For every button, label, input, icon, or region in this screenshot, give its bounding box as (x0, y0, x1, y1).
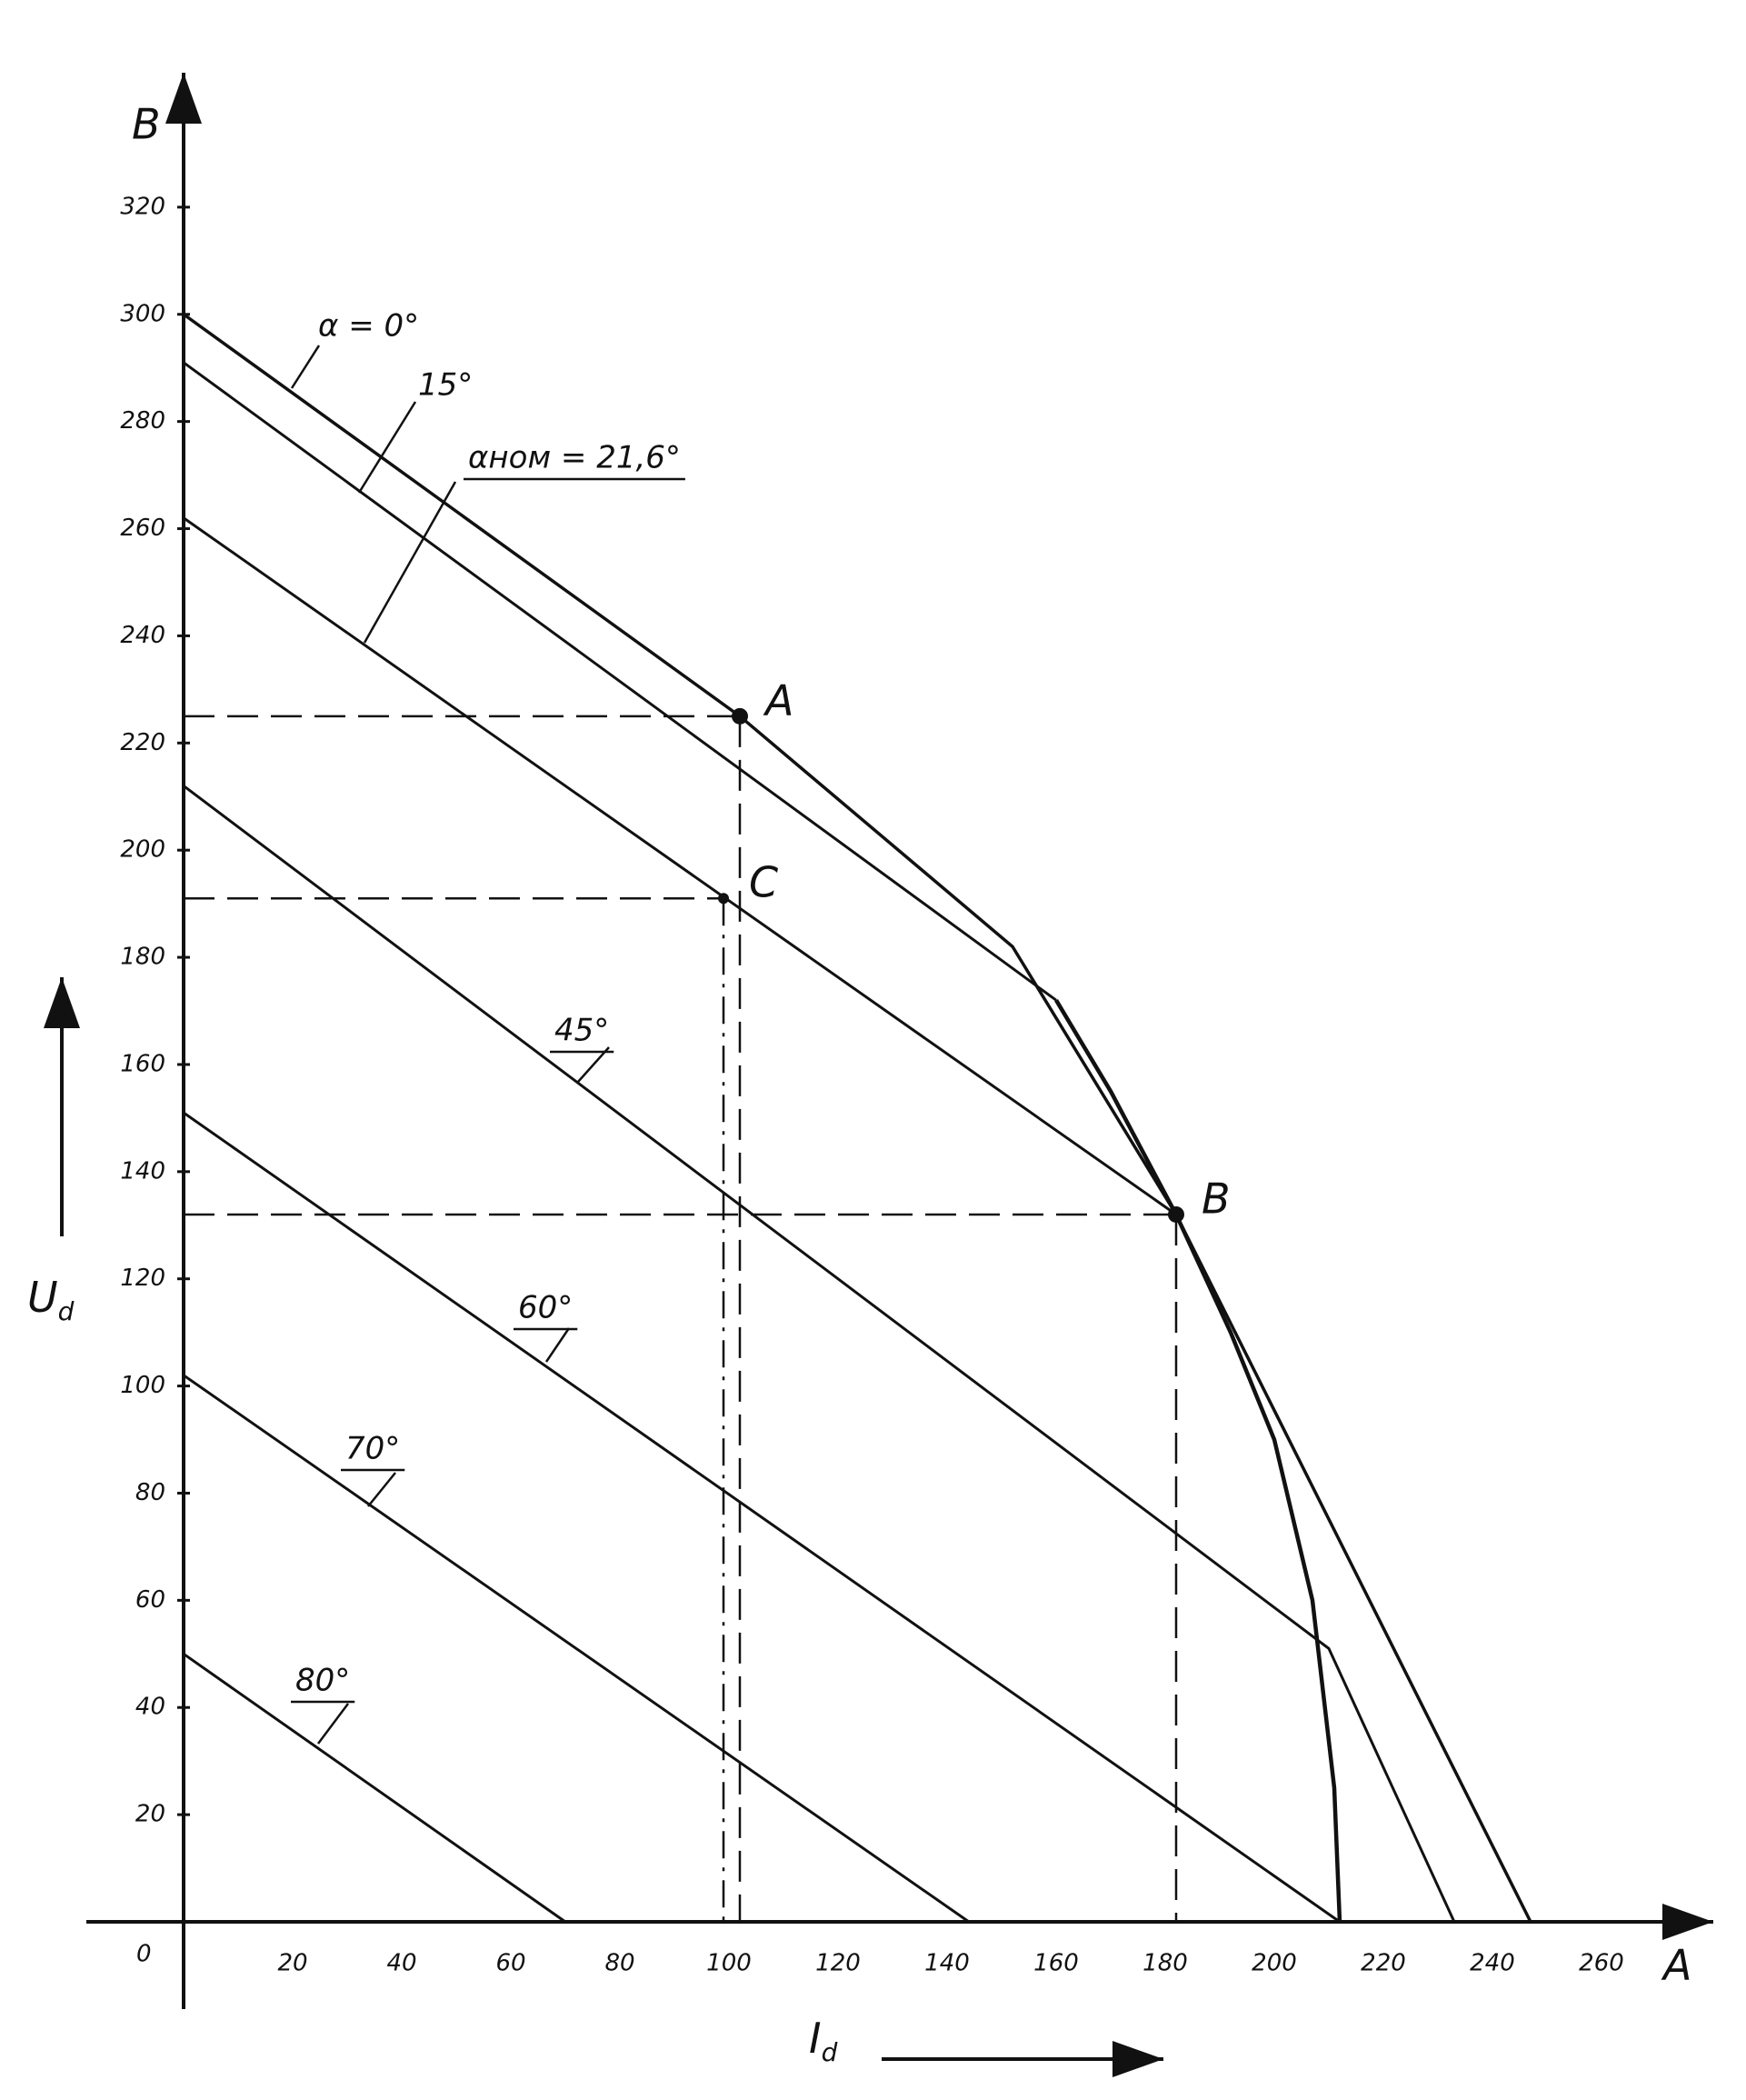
x-tick-label: 240 (1470, 1950, 1515, 1977)
x-tick-label: 180 (1142, 1950, 1188, 1977)
y-tick-label: 300 (120, 300, 165, 327)
y-tick-label: 260 (120, 515, 165, 542)
y-tick-label: 200 (120, 836, 165, 864)
label-leader (363, 481, 457, 644)
x-tick-label: 20 (277, 1950, 307, 1977)
y-unit: B (132, 100, 161, 149)
y-tick-label: 120 (120, 1265, 165, 1292)
label-leader (357, 401, 417, 494)
point (1168, 1205, 1184, 1223)
boundary-curve (1054, 999, 1342, 1923)
y-tick-label: 160 (120, 1050, 165, 1077)
x-label: Id (809, 2014, 838, 2068)
series-label: αном = 21,6° (468, 440, 681, 476)
x-tick-label: 40 (386, 1950, 416, 1977)
point (732, 707, 748, 725)
y-tick-label: 140 (120, 1157, 165, 1185)
y-tick-label: 280 (120, 407, 165, 435)
label-leader (367, 1472, 396, 1507)
y-tick-label: 220 (120, 729, 165, 756)
label-leader (577, 1046, 610, 1083)
series-line (183, 516, 1177, 1216)
x-tick-label: 200 (1252, 1950, 1297, 1977)
point-label: B (1202, 1174, 1231, 1223)
y-tick-label: 60 (135, 1586, 165, 1614)
x-tick-label: 220 (1361, 1950, 1406, 1977)
label-leader (317, 1703, 349, 1745)
series-line (182, 313, 1532, 1923)
y-label: Ud (27, 1273, 75, 1327)
y-tick-label: 80 (135, 1479, 165, 1506)
series-label: 45° (554, 1013, 609, 1049)
series-line (183, 361, 1057, 1002)
y-tick-label: 40 (135, 1694, 165, 1721)
x-unit: A (1661, 1941, 1691, 1990)
x-tick-label: 260 (1579, 1950, 1624, 1977)
series-label: α = 0° (318, 308, 419, 345)
series-label: 15° (418, 367, 473, 404)
y-tick-label: 320 (120, 193, 165, 220)
series-label: 60° (518, 1290, 573, 1326)
x-tick-label: 160 (1033, 1950, 1079, 1977)
series-line (183, 1111, 1341, 1924)
label-leader (544, 1327, 571, 1363)
y-tick-label: 100 (120, 1372, 165, 1399)
x-tick-label: 80 (604, 1950, 634, 1977)
origin-label: 0 (136, 1941, 152, 1968)
x-tick-label: 140 (924, 1950, 970, 1977)
x-tick-label: 120 (815, 1950, 861, 1977)
x-tick-label: 100 (706, 1950, 752, 1977)
y-tick-label: 240 (120, 622, 165, 649)
y-tick-label: 180 (120, 944, 165, 971)
point-label: C (749, 858, 778, 907)
x-tick-label: 60 (495, 1950, 525, 1977)
series-line (183, 785, 1456, 1923)
point-label: A (763, 675, 793, 725)
y-tick-label: 20 (135, 1801, 165, 1828)
label-leader (290, 345, 321, 389)
series-label: 70° (345, 1431, 400, 1467)
point (718, 893, 729, 905)
series-line (183, 1374, 970, 1924)
series-label: 80° (295, 1663, 350, 1699)
series-line (183, 1653, 566, 1924)
